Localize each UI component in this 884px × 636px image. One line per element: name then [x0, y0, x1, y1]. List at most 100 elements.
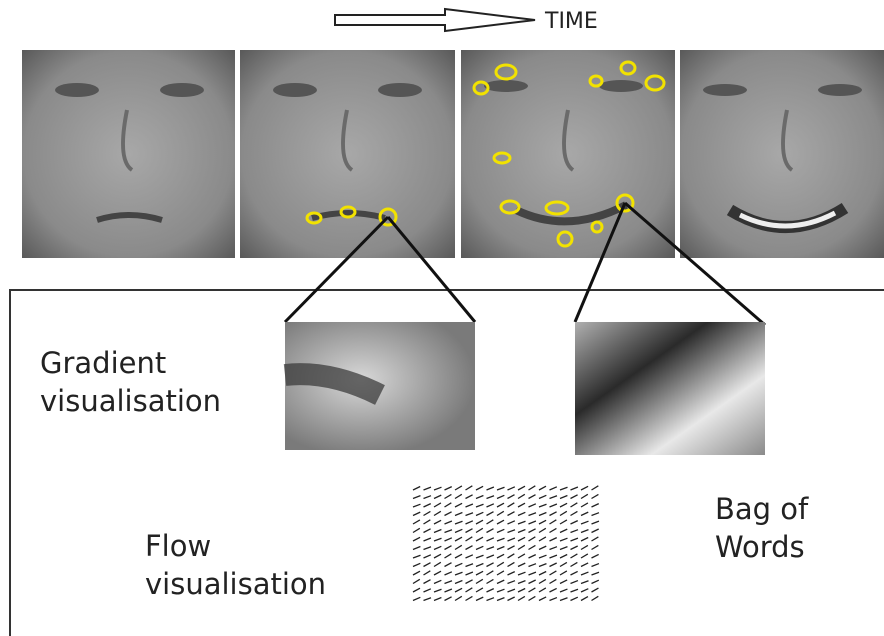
time-arrow	[335, 9, 535, 31]
face-frames	[22, 50, 884, 258]
flow-vector	[434, 589, 442, 592]
flow-vector	[455, 513, 462, 516]
flow-vector	[518, 494, 525, 498]
flow-vector	[466, 572, 473, 575]
flow-vector	[550, 528, 557, 532]
flow-vector	[560, 598, 568, 601]
flow-vector	[592, 572, 600, 575]
flow-vector	[581, 538, 588, 541]
flow-vector	[508, 597, 515, 600]
flow-vector	[455, 503, 462, 507]
flow-field	[413, 486, 599, 601]
flow-vector	[476, 546, 483, 549]
flow-vector	[592, 588, 599, 592]
flow-vector	[529, 513, 537, 516]
flow-vector	[550, 520, 557, 524]
flow-vector	[424, 529, 431, 533]
flow-vector	[445, 546, 452, 550]
flow-vector	[434, 495, 441, 498]
flow-vector	[497, 546, 504, 549]
flow-vector	[550, 555, 557, 558]
flow-vector	[592, 554, 599, 558]
flow-vector	[592, 513, 599, 516]
flow-vector	[434, 503, 441, 507]
flow-vector	[592, 486, 599, 490]
flow-vector	[487, 504, 494, 507]
flow-vector	[581, 597, 588, 601]
flow-vector	[424, 504, 431, 507]
flow-vector	[413, 512, 420, 515]
flow-vector	[445, 581, 453, 584]
flow-vector	[413, 579, 420, 583]
flow-vector	[413, 487, 420, 490]
flow-vector	[560, 495, 567, 498]
flow-vector	[508, 503, 515, 507]
flow-vector	[508, 512, 515, 516]
flow-vector	[529, 580, 536, 583]
flow-vector	[581, 545, 588, 549]
flow-vector	[413, 520, 420, 524]
flow-vector	[487, 512, 494, 516]
flow-vector	[518, 572, 525, 575]
flow-vector	[466, 486, 473, 490]
flow-vector	[466, 521, 473, 524]
flow-vector	[445, 530, 453, 533]
flow-vector	[434, 511, 441, 515]
flow-vector	[539, 555, 546, 558]
flow-vector	[455, 588, 462, 592]
flow-vector	[518, 554, 525, 558]
flow-vector	[539, 495, 546, 498]
flow-vector	[487, 496, 495, 499]
flow-vector	[445, 572, 452, 575]
flow-vector	[455, 596, 462, 600]
flow-vector	[434, 554, 441, 558]
flow-vector	[497, 589, 504, 592]
flow-label: Flow visualisation	[145, 527, 375, 603]
flow-vector	[571, 597, 578, 600]
flow-vector	[571, 503, 578, 507]
flow-vector	[434, 520, 441, 524]
flow-vector	[571, 487, 578, 490]
flow-vector	[592, 537, 599, 541]
flow-vector	[445, 512, 452, 516]
flow-vector	[434, 487, 441, 490]
flow-vector	[581, 589, 588, 592]
flow-vector	[592, 564, 599, 567]
flow-vector	[529, 529, 536, 533]
flow-vector	[560, 503, 567, 507]
flow-vector	[560, 529, 567, 532]
flow-vector	[487, 598, 494, 601]
flow-vector	[529, 521, 536, 524]
flow-vector	[550, 547, 557, 550]
flow-vector	[581, 512, 588, 515]
flow-vector	[497, 554, 504, 558]
flow-vector	[518, 545, 525, 549]
flow-vector	[539, 486, 546, 490]
flow-vector	[518, 589, 525, 592]
bag-label: Bag of Words	[715, 490, 845, 566]
flow-vector	[529, 486, 536, 490]
flow-vector	[413, 496, 420, 499]
flow-vector	[571, 571, 578, 575]
flow-vector	[571, 511, 578, 515]
flow-vector	[497, 487, 505, 490]
flow-vector	[424, 571, 431, 575]
flow-vector	[434, 546, 441, 549]
flow-vector	[550, 538, 557, 541]
flow-vector	[592, 545, 599, 549]
flow-vector	[476, 504, 484, 507]
flow-vector	[413, 563, 420, 566]
flow-vector	[539, 546, 546, 549]
flow-vector	[476, 588, 483, 592]
flow-vector	[445, 563, 452, 567]
flow-vector	[466, 546, 473, 550]
flow-vector	[529, 588, 536, 592]
flow-vector	[539, 537, 546, 541]
flow-vector	[424, 487, 431, 490]
flow-vector	[539, 564, 546, 567]
flow-vector	[476, 486, 483, 490]
flow-vector	[487, 487, 494, 490]
flow-vector	[550, 588, 557, 592]
flow-vector	[466, 504, 473, 507]
flow-vector	[466, 588, 473, 592]
